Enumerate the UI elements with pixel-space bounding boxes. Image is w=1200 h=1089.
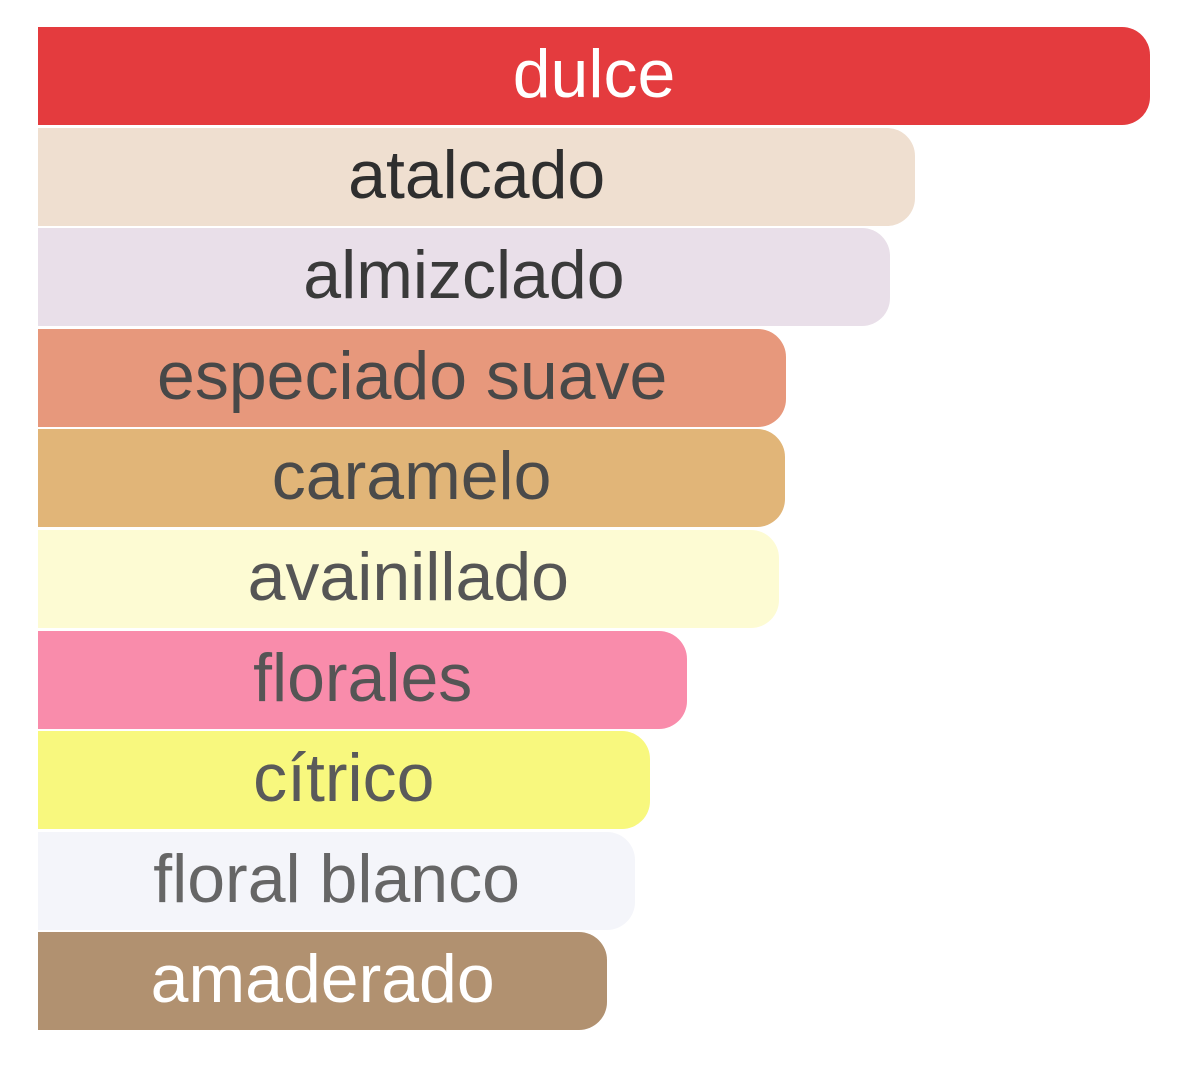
accord-label: atalcado (348, 136, 606, 213)
accord-bar: florales (38, 630, 688, 729)
accord-bars-container: dulce atalcado almizclado especiado suave ca… (38, 27, 1200, 1031)
accord-bar: almizclado (38, 228, 890, 327)
accord-bar: especiado suave (38, 328, 787, 427)
accord-label: florales (253, 639, 473, 716)
accord-bar: cítrico (38, 731, 650, 830)
accord-bar: dulce (38, 27, 1150, 125)
accord-bar: atalcado (38, 127, 916, 226)
accord-label: cítrico (253, 740, 435, 817)
accord-bar: amaderado (38, 932, 608, 1031)
accord-bar: floral blanco (38, 831, 636, 930)
accord-bar: caramelo (38, 429, 786, 528)
accord-label: floral blanco (153, 840, 520, 917)
accord-label: dulce (512, 36, 676, 112)
accord-label: especiado suave (157, 337, 668, 414)
accord-label: amaderado (150, 941, 495, 1018)
accord-bar: avainillado (38, 529, 779, 628)
accord-label: caramelo (271, 438, 552, 515)
accord-label: almizclado (303, 237, 625, 314)
fragrance-accords-chart: dulce atalcado almizclado especiado suave ca… (38, 27, 1200, 1033)
accord-label: avainillado (247, 538, 569, 615)
